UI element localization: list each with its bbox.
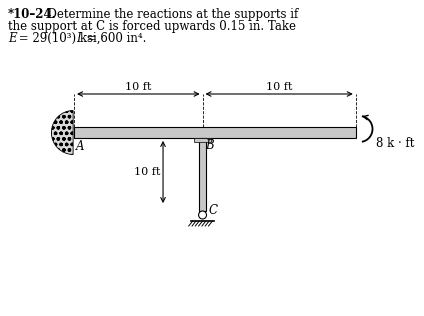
Text: the support at C is forced upwards 0.15 in. Take: the support at C is forced upwards 0.15 … bbox=[8, 20, 296, 33]
Wedge shape bbox=[51, 111, 73, 155]
Text: Determine the reactions at the supports if: Determine the reactions at the supports … bbox=[39, 8, 298, 21]
Text: = 29(10³) ksi,: = 29(10³) ksi, bbox=[15, 32, 104, 45]
Text: A: A bbox=[76, 140, 84, 153]
Text: *10–24.: *10–24. bbox=[8, 8, 57, 21]
Text: E: E bbox=[8, 32, 17, 45]
Text: B: B bbox=[206, 139, 214, 152]
Text: = 600 in⁴.: = 600 in⁴. bbox=[83, 32, 146, 45]
Text: C: C bbox=[209, 204, 218, 217]
Text: I: I bbox=[76, 32, 81, 45]
Circle shape bbox=[198, 211, 206, 219]
Text: 10 ft: 10 ft bbox=[266, 82, 292, 92]
Bar bbox=[194, 138, 212, 142]
Bar bbox=[199, 138, 206, 211]
Bar bbox=[74, 127, 356, 138]
Text: 10 ft: 10 ft bbox=[125, 82, 151, 92]
Text: 10 ft: 10 ft bbox=[134, 167, 160, 177]
Text: 8 k · ft: 8 k · ft bbox=[377, 137, 415, 150]
